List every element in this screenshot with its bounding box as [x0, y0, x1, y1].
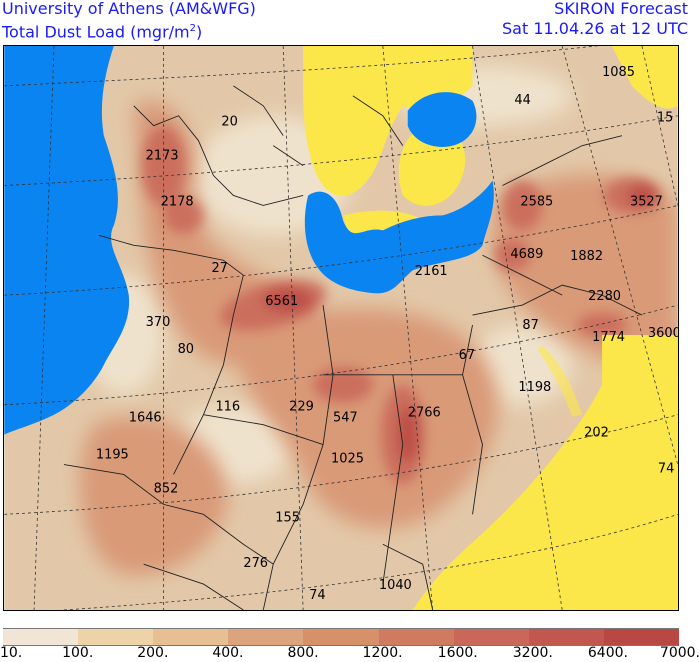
black-sea [407, 92, 477, 147]
map-value-label: 202 [584, 426, 609, 441]
map-value-label: 4689 [510, 247, 543, 262]
map-value-label: 1025 [331, 452, 364, 467]
map-value-label: 20 [221, 115, 237, 130]
field-label: Total Dust Load (mgr/m2) [2, 22, 203, 42]
map-value-label: 2178 [161, 194, 194, 209]
legend-tick-label: 800. [287, 645, 319, 661]
map-value-label: 155 [275, 510, 300, 525]
country-borders [63, 85, 643, 610]
map-value-label: 74 [309, 588, 325, 603]
legend-tick-label: 200. [137, 645, 169, 661]
legend-tick-label: 7000. [659, 645, 700, 661]
legend-swatch [3, 629, 79, 645]
atlantic-ocean [4, 46, 130, 435]
map-value-label: 1646 [129, 411, 162, 426]
map-value-label: 15 [657, 111, 673, 126]
map-value-label: 547 [333, 411, 358, 426]
legend-swatch [78, 629, 154, 645]
dust-plumes-peak [263, 185, 656, 463]
map-value-label: 2280 [588, 289, 621, 304]
map-value-label: 229 [289, 400, 314, 415]
map-value-label: 2173 [146, 149, 179, 164]
map-value-label: 2161 [415, 264, 448, 279]
map-value-label: 67 [459, 348, 475, 363]
legend-swatch [153, 629, 229, 645]
legend-tick-label: 400. [212, 645, 244, 661]
dust-load-map: 1085 44 15 20 2173 2178 2585 3527 27 216… [3, 45, 679, 611]
map-value-label: 370 [146, 315, 171, 330]
map-value-label: 852 [154, 481, 179, 496]
legend-swatch [603, 629, 679, 645]
legend-swatch [303, 629, 379, 645]
map-value-label: 2585 [520, 194, 553, 209]
map-value-label: 6561 [265, 294, 298, 309]
map-value-label: 1774 [592, 330, 625, 345]
map-value-labels: 1085 44 15 20 2173 2178 2585 3527 27 216… [96, 65, 679, 603]
legend-swatch [378, 629, 454, 645]
legend-swatch [228, 629, 304, 645]
red-sea [537, 344, 583, 417]
legend-swatch [453, 629, 529, 645]
map-value-label: 44 [514, 93, 530, 108]
map-value-label: 3600 [648, 326, 679, 341]
valid-time-label: Sat 11.04.26 at 12 UTC [502, 19, 688, 38]
legend-tick-label: 6400. [587, 645, 628, 661]
legend-tick-label: 10. [0, 645, 23, 661]
legend-tick-label: 1600. [437, 645, 478, 661]
map-value-label: 1882 [570, 249, 603, 264]
map-value-label: 27 [211, 261, 227, 276]
map-value-label: 1040 [379, 578, 412, 593]
institution-label: University of Athens (AM&WFG) [2, 0, 256, 18]
map-value-label: 116 [215, 400, 240, 415]
map-value-label: 1085 [602, 65, 635, 80]
map-value-label: 1198 [518, 380, 551, 395]
map-value-label: 74 [658, 461, 674, 476]
legend-tick-label: 1200. [362, 645, 403, 661]
legend-tick-label: 100. [62, 645, 94, 661]
map-value-label: 80 [178, 342, 194, 357]
map-value-label: 3527 [630, 194, 663, 209]
lat-lon-grid [4, 46, 678, 610]
legend-swatch [528, 629, 604, 645]
map-value-label: 1195 [96, 448, 129, 463]
map-value-label: 276 [243, 556, 268, 571]
map-value-label: 2766 [408, 406, 441, 421]
forecast-label: SKIRON Forecast [554, 0, 688, 18]
color-legend [3, 628, 679, 646]
map-value-label: 87 [522, 318, 538, 333]
legend-tick-label: 3200. [512, 645, 553, 661]
